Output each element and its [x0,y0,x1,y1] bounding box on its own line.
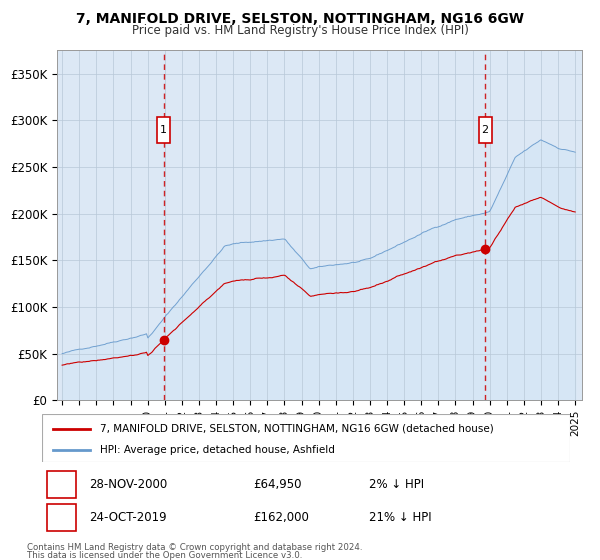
Text: 1: 1 [58,478,65,491]
Text: 1: 1 [160,125,167,135]
Text: 21% ↓ HPI: 21% ↓ HPI [370,511,432,524]
Text: 7, MANIFOLD DRIVE, SELSTON, NOTTINGHAM, NG16 6GW (detached house): 7, MANIFOLD DRIVE, SELSTON, NOTTINGHAM, … [100,424,494,433]
Text: 2: 2 [58,511,65,524]
Text: 28-NOV-2000: 28-NOV-2000 [89,478,168,491]
FancyBboxPatch shape [47,504,76,531]
FancyBboxPatch shape [157,116,170,143]
Text: 7, MANIFOLD DRIVE, SELSTON, NOTTINGHAM, NG16 6GW: 7, MANIFOLD DRIVE, SELSTON, NOTTINGHAM, … [76,12,524,26]
Text: This data is licensed under the Open Government Licence v3.0.: This data is licensed under the Open Gov… [27,551,302,560]
Text: 24-OCT-2019: 24-OCT-2019 [89,511,167,524]
FancyBboxPatch shape [47,471,76,498]
Text: £64,950: £64,950 [253,478,302,491]
FancyBboxPatch shape [479,116,491,143]
Text: Price paid vs. HM Land Registry's House Price Index (HPI): Price paid vs. HM Land Registry's House … [131,24,469,36]
Text: 2% ↓ HPI: 2% ↓ HPI [370,478,424,491]
Text: £162,000: £162,000 [253,511,309,524]
Text: 2: 2 [482,125,488,135]
Text: Contains HM Land Registry data © Crown copyright and database right 2024.: Contains HM Land Registry data © Crown c… [27,543,362,552]
Text: HPI: Average price, detached house, Ashfield: HPI: Average price, detached house, Ashf… [100,445,335,455]
